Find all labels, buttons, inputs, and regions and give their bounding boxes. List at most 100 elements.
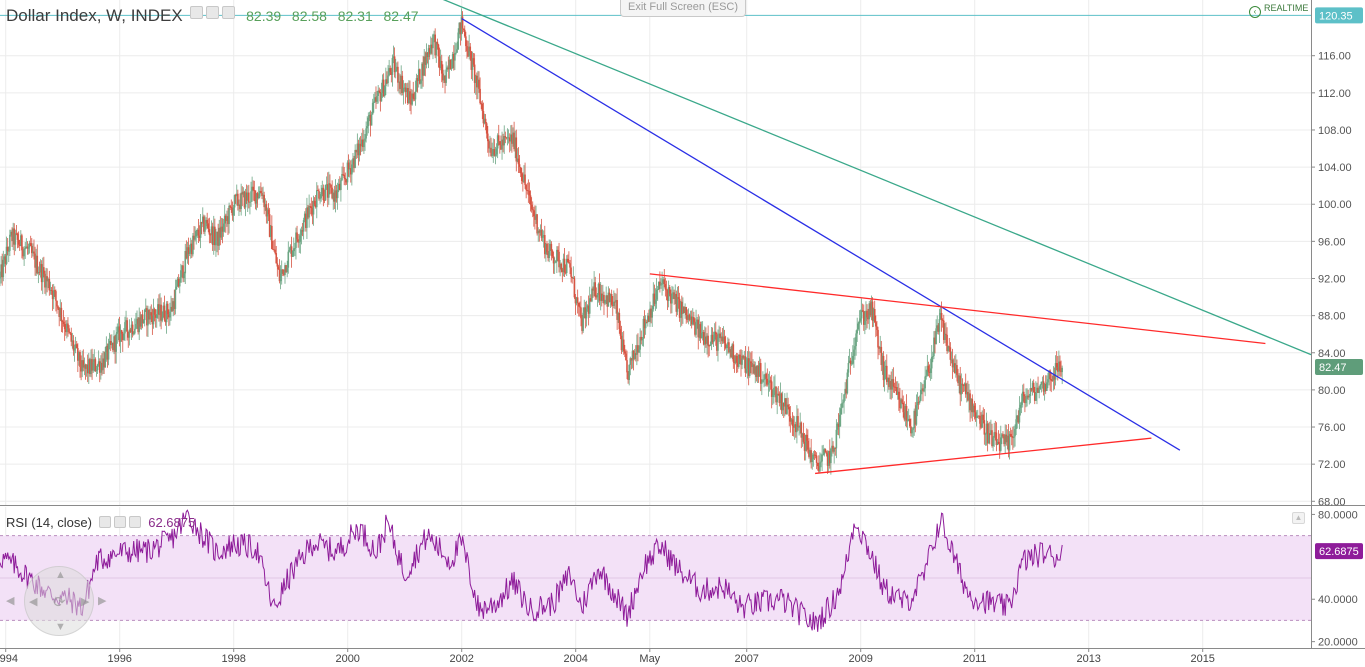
candle-body xyxy=(353,158,355,168)
candle-body xyxy=(285,265,287,273)
pan-zoom-wheel[interactable]: ▲ ▼ ◀ ▶ ⟳ xyxy=(24,566,94,636)
candle-body xyxy=(887,377,889,382)
candle-body xyxy=(868,303,871,320)
candle-body xyxy=(291,251,294,257)
candle-body xyxy=(385,79,387,87)
candle-body xyxy=(902,402,905,413)
candle-body xyxy=(55,291,57,301)
rsi-value-badge: 62.6875 xyxy=(1319,546,1359,558)
candle-body xyxy=(751,363,753,368)
pan-down-icon[interactable]: ▼ xyxy=(55,621,66,633)
realtime-indicator[interactable]: ‹ REALTIME xyxy=(1249,3,1308,18)
candle-body xyxy=(187,247,190,254)
candle-body xyxy=(81,360,84,372)
candle-body xyxy=(951,359,954,368)
candle-body xyxy=(928,371,931,374)
ohlc-low: 82.31 xyxy=(337,8,373,24)
candle-body xyxy=(670,293,672,304)
candle-body xyxy=(823,449,826,455)
candle-body xyxy=(160,304,162,321)
candle-body xyxy=(421,63,423,81)
candle-body xyxy=(1014,428,1016,437)
scroll-right-icon[interactable]: ▶ xyxy=(98,595,107,607)
candle-body xyxy=(775,386,777,403)
candle-body xyxy=(367,117,370,127)
pan-right-icon[interactable]: ▶ xyxy=(81,596,90,608)
candle-body xyxy=(862,311,865,325)
reset-icon[interactable]: ⟳ xyxy=(53,594,66,611)
candle-body xyxy=(347,162,350,170)
candle-body xyxy=(1012,437,1014,439)
exit-fullscreen-button[interactable]: Exit Full Screen (ESC) xyxy=(620,0,746,17)
candle-body xyxy=(937,325,940,332)
candle-body xyxy=(453,53,455,61)
candle-body xyxy=(598,283,601,301)
candle-body xyxy=(812,454,815,460)
rsi-header: RSI (14, close) 62.6875 xyxy=(6,515,195,530)
candle-body xyxy=(942,320,945,340)
candle-body xyxy=(841,403,843,409)
candle-body xyxy=(516,158,519,162)
close-icon[interactable] xyxy=(222,6,236,19)
eye-icon[interactable] xyxy=(113,516,126,528)
candle-body xyxy=(263,194,265,208)
candle-body xyxy=(287,251,290,268)
navigation-control[interactable]: ▲ ▼ ◀ ▶ ⟳ ◀ ▶ xyxy=(6,566,106,636)
candle-body xyxy=(411,93,413,105)
eye-icon[interactable] xyxy=(206,6,220,19)
candle-body xyxy=(215,240,217,246)
candle-body xyxy=(320,194,322,199)
candle-body xyxy=(115,333,117,352)
candle-body xyxy=(782,403,785,407)
rsi-title[interactable]: RSI (14, close) xyxy=(6,515,92,530)
candle-body xyxy=(317,190,319,191)
candle-body xyxy=(847,362,850,373)
candle-body xyxy=(377,90,379,96)
candle-body xyxy=(1024,396,1026,404)
candle-body xyxy=(890,381,892,390)
pan-up-icon[interactable]: ▲ xyxy=(55,569,66,581)
settings-icon[interactable] xyxy=(98,516,111,528)
candle-body xyxy=(876,326,878,330)
candle-body xyxy=(653,293,656,304)
candle-body xyxy=(245,192,248,201)
candle-body xyxy=(762,379,764,383)
candle-body xyxy=(188,251,191,254)
candle-body xyxy=(958,375,960,384)
candle-body xyxy=(10,231,12,235)
candle-body xyxy=(15,233,18,235)
candle-body xyxy=(933,337,935,357)
pan-left-icon[interactable]: ◀ xyxy=(29,596,38,608)
candle-body xyxy=(460,16,463,35)
candle-body xyxy=(405,88,408,93)
candle-body xyxy=(790,419,793,422)
candle-body xyxy=(647,315,649,323)
candle-body xyxy=(1015,419,1017,429)
scroll-left-icon[interactable]: ◀ xyxy=(6,595,15,607)
candle-body xyxy=(728,342,730,353)
candle-body xyxy=(508,137,511,142)
candle-body xyxy=(818,466,820,472)
candle-body xyxy=(26,246,29,249)
candle-body xyxy=(472,58,475,65)
settings-icon[interactable] xyxy=(190,6,204,19)
maximize-pane-button[interactable]: ▲ xyxy=(1292,512,1305,524)
candle-body xyxy=(194,236,196,240)
candle-body xyxy=(866,310,868,318)
candle-body xyxy=(552,256,555,264)
candle-body xyxy=(587,305,590,314)
close-icon[interactable] xyxy=(128,516,141,528)
candle-body xyxy=(753,364,755,374)
candle-body xyxy=(672,292,674,294)
candle-body xyxy=(702,332,705,345)
candle-body xyxy=(759,363,762,384)
candle-body xyxy=(679,301,682,318)
symbol-title[interactable]: Dollar Index, W, INDEX xyxy=(6,6,183,25)
candle-body xyxy=(128,329,131,338)
candle-body xyxy=(813,454,816,456)
candle-body xyxy=(473,64,476,83)
price-tick-label: 116.00 xyxy=(1318,51,1351,63)
candle-body xyxy=(318,190,320,199)
candle-body xyxy=(93,359,96,363)
